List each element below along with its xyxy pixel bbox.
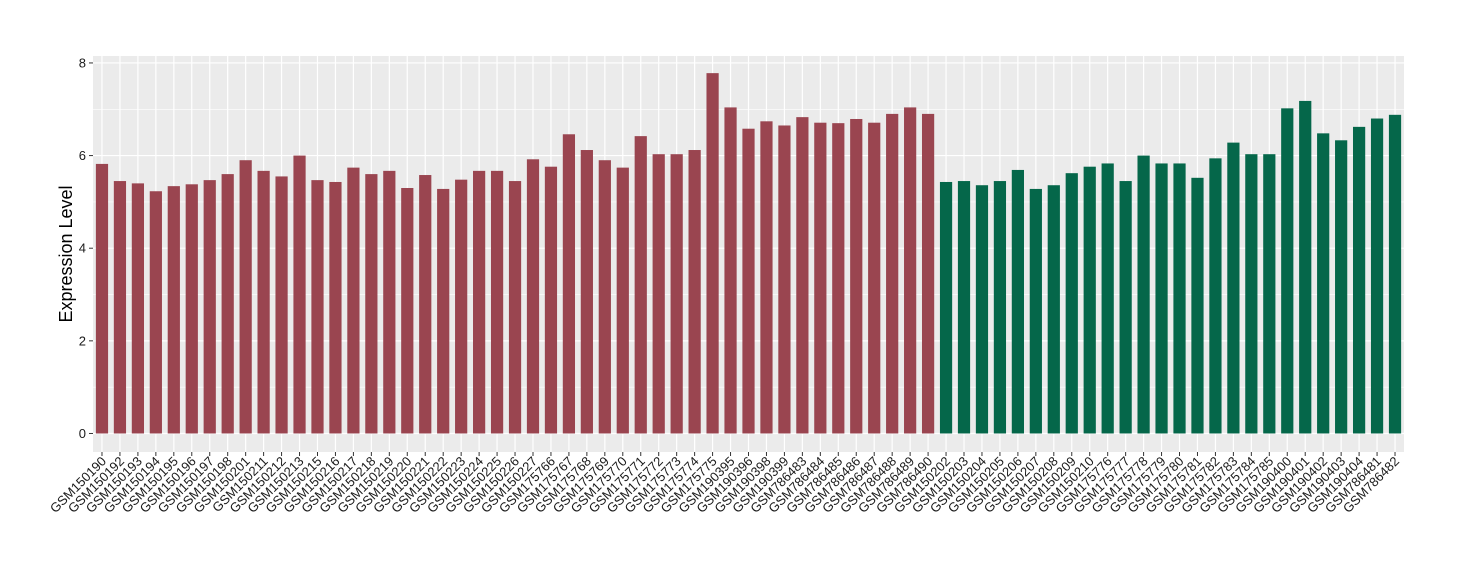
- y-tick-label: 8: [79, 55, 86, 70]
- bar-GSM190399: [778, 125, 791, 434]
- bar-GSM150193: [131, 183, 145, 434]
- bar-GSM150201: [239, 160, 252, 434]
- bar-GSM150216: [329, 181, 342, 434]
- bar-GSM175773: [670, 154, 683, 434]
- bar-GSM150226: [508, 181, 522, 434]
- bar-GSM150198: [221, 174, 234, 434]
- bar-GSM786483: [796, 117, 809, 434]
- bar-GSM175785: [1263, 154, 1276, 434]
- y-axis: 0 2 4 6 8: [79, 55, 93, 441]
- bar-GSM175782: [1209, 158, 1222, 434]
- bar-GSM190404: [1352, 126, 1366, 434]
- bar-GSM150219: [383, 170, 396, 434]
- bar-GSM150227: [526, 159, 540, 434]
- x-axis: GSM150190GSM150192GSM150193GSM150194GSM1…: [47, 452, 1402, 516]
- bar-GSM175775: [706, 73, 719, 434]
- bar-GSM190395: [724, 107, 737, 434]
- bar-GSM150220: [401, 188, 414, 434]
- bar-GSM190402: [1317, 133, 1330, 434]
- bar-GSM175778: [1137, 155, 1150, 434]
- bar-GSM175784: [1245, 154, 1258, 434]
- bar-GSM786482: [1388, 114, 1402, 434]
- y-axis-title: Expression Level: [56, 185, 76, 322]
- bar-GSM786486: [850, 118, 863, 434]
- bar-GSM786489: [904, 107, 917, 434]
- bar-GSM786485: [832, 123, 845, 434]
- bar-GSM150196: [185, 184, 198, 434]
- bar-GSM150211: [257, 170, 270, 434]
- bar-GSM150222: [437, 188, 450, 434]
- bar-GSM175776: [1101, 163, 1114, 434]
- bar-GSM190396: [742, 128, 755, 434]
- bar-GSM150190: [95, 163, 109, 434]
- bar-GSM150194: [149, 191, 162, 434]
- bar-GSM150213: [293, 155, 306, 434]
- bar-GSM150208: [1047, 185, 1060, 434]
- bar-GSM190401: [1299, 100, 1312, 434]
- bar-GSM175772: [652, 154, 665, 434]
- bar-GSM150192: [113, 181, 127, 434]
- y-tick-label: 2: [79, 333, 86, 348]
- y-tick-label: 0: [79, 426, 86, 441]
- bar-GSM150203: [957, 181, 971, 434]
- bar-GSM786488: [886, 113, 899, 434]
- y-tick-label: 4: [79, 241, 86, 256]
- bar-GSM150225: [490, 170, 504, 434]
- y-tick-label: 6: [79, 148, 86, 163]
- bar-GSM175767: [562, 134, 576, 434]
- bar-GSM150195: [167, 186, 180, 434]
- bar-GSM175768: [580, 150, 593, 434]
- bar-GSM150197: [203, 180, 216, 434]
- bar-GSM175783: [1227, 142, 1240, 434]
- bar-GSM150202: [939, 181, 953, 434]
- bar-GSM175771: [634, 136, 647, 434]
- bar-GSM150206: [1011, 169, 1024, 434]
- bar-GSM786487: [868, 122, 881, 434]
- bar-GSM150212: [275, 176, 288, 434]
- bar-GSM190403: [1335, 140, 1348, 434]
- bar-GSM150218: [365, 174, 378, 434]
- bar-GSM175770: [616, 167, 629, 434]
- bar-GSM175777: [1119, 181, 1132, 434]
- bar-GSM175779: [1155, 163, 1168, 434]
- bar-GSM786484: [814, 122, 827, 434]
- bar-GSM150223: [455, 179, 468, 434]
- bar-GSM175774: [688, 150, 701, 434]
- bars: [95, 73, 1402, 434]
- bar-GSM150204: [975, 185, 989, 434]
- bar-GSM175780: [1173, 163, 1186, 434]
- bar-GSM150215: [311, 180, 324, 434]
- bar-GSM150210: [1083, 166, 1096, 434]
- bar-GSM786490: [921, 113, 935, 434]
- bar-GSM150217: [347, 167, 360, 434]
- bar-GSM175769: [598, 160, 611, 434]
- bar-GSM150205: [993, 181, 1007, 434]
- bar-GSM150221: [419, 175, 432, 434]
- bar-GSM150224: [473, 170, 486, 434]
- bar-GSM150207: [1029, 188, 1042, 434]
- bar-GSM786481: [1370, 118, 1384, 434]
- bar-GSM175781: [1191, 177, 1204, 434]
- bar-GSM175766: [544, 166, 558, 434]
- bar-GSM190400: [1281, 108, 1294, 434]
- bar-GSM190398: [760, 121, 773, 434]
- bar-GSM150209: [1065, 173, 1078, 434]
